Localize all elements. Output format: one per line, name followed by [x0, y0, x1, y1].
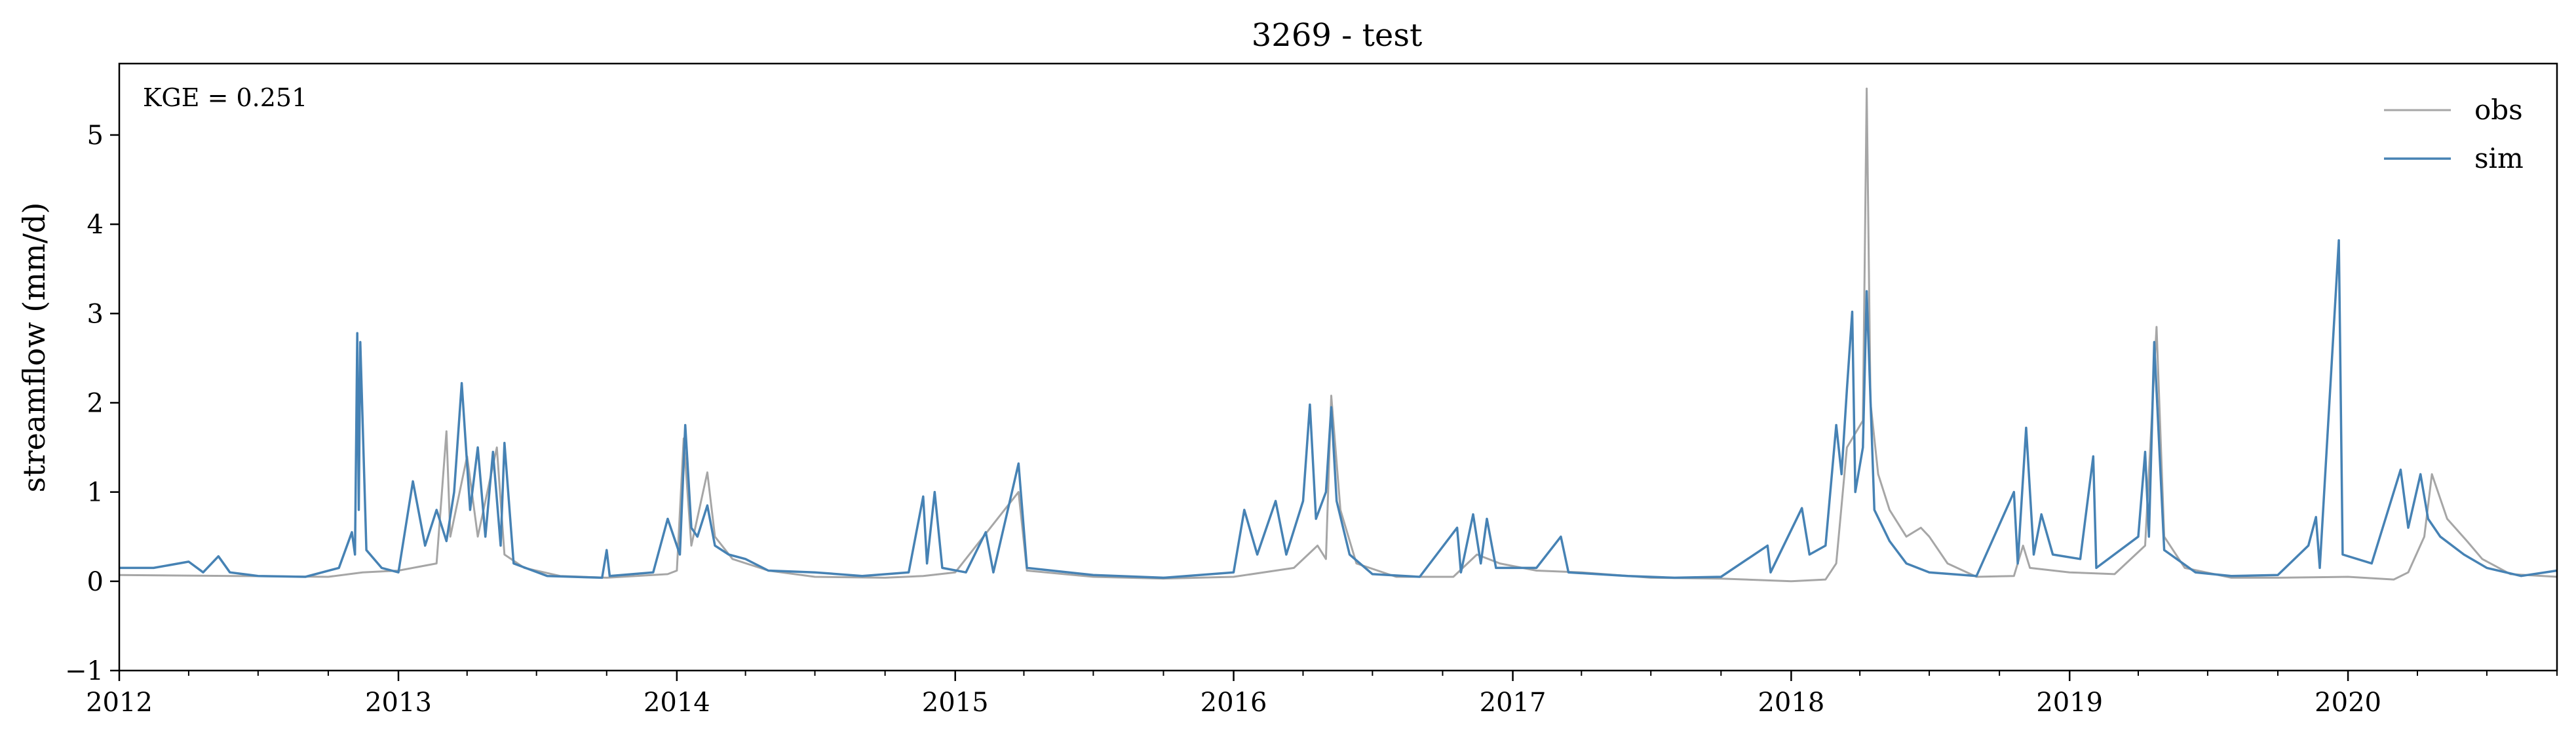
x-tick-label: 2020	[2315, 688, 2381, 718]
legend-label-obs: obs	[2474, 94, 2523, 126]
series-line-sim	[119, 239, 2558, 579]
x-tick-label: 2012	[86, 688, 153, 718]
x-tick-label: 2018	[1758, 688, 1824, 718]
chart-title: 3269 - test	[1252, 17, 1423, 54]
plot-series-group	[119, 87, 2558, 583]
legend: obs sim	[2384, 94, 2524, 174]
y-tick-label: 4	[87, 210, 104, 240]
y-tick-label: 1	[87, 478, 104, 508]
x-tick-label: 2017	[1480, 688, 1547, 718]
kge-annotation: KGE = 0.251	[143, 83, 307, 112]
y-tick-label: 5	[87, 121, 104, 151]
x-axis-ticks: 2012 2013 2014 2015 2016 2017 2018 2019 2020	[86, 671, 2558, 718]
y-tick-label: 3	[87, 299, 104, 329]
x-tick-label: 2016	[1201, 688, 1267, 718]
y-axis-ticks: −1 0 1 2 3 4 5	[65, 121, 119, 686]
x-tick-label: 2019	[2036, 688, 2103, 718]
axes-border	[118, 62, 2558, 672]
y-axis-label: streamflow (mm/d)	[16, 203, 52, 493]
axes-frame	[118, 62, 2558, 672]
y-tick-label: −1	[65, 656, 104, 686]
x-tick-label: 2014	[644, 688, 710, 718]
x-tick-label: 2013	[365, 688, 432, 718]
y-tick-label: 0	[87, 567, 104, 597]
y-tick-label: 2	[87, 388, 104, 418]
legend-label-sim: sim	[2474, 142, 2524, 174]
x-tick-label: 2015	[922, 688, 989, 718]
